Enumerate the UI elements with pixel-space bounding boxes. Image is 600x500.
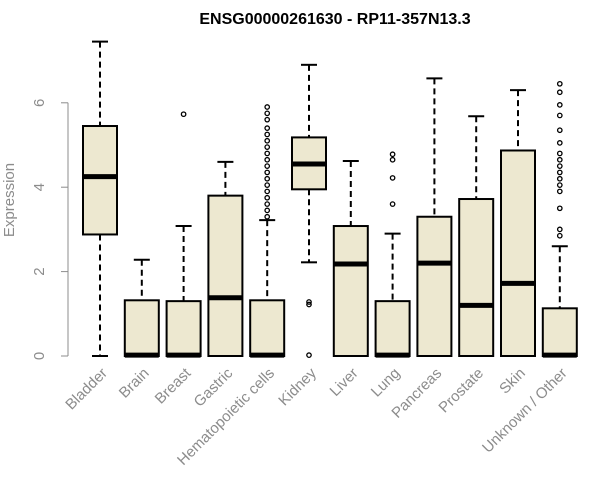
- box-kidney: [291, 63, 327, 359]
- x-tick-label: Prostate: [435, 365, 487, 417]
- outlier-point: [180, 111, 187, 118]
- box-skin: [500, 89, 536, 357]
- outlier-point: [264, 194, 271, 201]
- outlier-point: [264, 116, 271, 123]
- outlier-point: [556, 140, 563, 146]
- y-tick-label: 6: [31, 99, 48, 107]
- x-tick-label: Lung: [368, 365, 404, 401]
- y-axis: 0 2 4 6: [31, 99, 69, 360]
- outlier-point: [264, 175, 271, 182]
- box-iqr: [123, 299, 160, 357]
- y-tick-label: 4: [31, 183, 48, 191]
- outlier-point: [264, 110, 271, 117]
- outlier-point: [264, 169, 271, 176]
- outlier-point: [556, 89, 563, 96]
- box-lung: [374, 151, 411, 358]
- outlier-point: [264, 201, 271, 207]
- outlier-point: [556, 232, 563, 239]
- outlier-point: [264, 150, 271, 157]
- outlier-point: [264, 104, 271, 110]
- box-gastric: [207, 160, 244, 357]
- outlier-point: [556, 169, 563, 176]
- box-pancreas: [416, 77, 453, 357]
- chart-title: ENSG00000261630 - RP11-357N13.3: [199, 11, 470, 28]
- outlier-point: [264, 163, 271, 169]
- outlier-point: [306, 301, 312, 308]
- outlier-point: [556, 163, 563, 169]
- outlier-point: [264, 213, 271, 220]
- box-iqr: [416, 215, 453, 357]
- box-iqr: [500, 149, 536, 357]
- box-bladder: [82, 40, 118, 357]
- box-iqr: [374, 300, 411, 358]
- box-iqr: [249, 299, 286, 357]
- x-tick-label: Liver: [327, 365, 362, 400]
- box-breast: [165, 111, 202, 358]
- outlier-point: [264, 137, 271, 144]
- outlier-point: [556, 226, 563, 233]
- outlier-point: [389, 175, 396, 181]
- x-tick-label: Bladder: [62, 365, 111, 414]
- box-hematopoietic-cells: [249, 104, 286, 358]
- x-tick-label: Breast: [152, 364, 195, 407]
- box-iqr: [207, 194, 244, 357]
- outlier-point: [306, 352, 312, 359]
- box-iqr: [165, 300, 202, 358]
- outlier-point: [389, 156, 396, 163]
- box-liver: [332, 160, 369, 357]
- outlier-point: [556, 182, 563, 188]
- outlier-point: [264, 207, 271, 214]
- outlier-point: [556, 150, 563, 157]
- outlier-point: [556, 205, 563, 212]
- outlier-point: [556, 175, 563, 182]
- x-tick-label: Brain: [116, 365, 153, 402]
- outlier-point: [264, 182, 271, 188]
- x-tick-label: Kidney: [275, 364, 320, 409]
- box-unknown-other: [541, 80, 578, 358]
- outlier-point: [264, 144, 271, 150]
- box-iqr: [458, 198, 495, 357]
- y-axis-label: Expression: [1, 163, 18, 237]
- y-tick-label: 2: [31, 267, 48, 275]
- box-iqr: [82, 125, 118, 236]
- x-tick-label: Skin: [496, 365, 529, 398]
- outlier-point: [306, 299, 312, 305]
- box-iqr: [332, 225, 369, 357]
- outlier-point: [389, 151, 396, 158]
- outlier-point: [264, 188, 271, 195]
- outlier-point: [389, 201, 396, 207]
- outlier-point: [264, 156, 271, 163]
- outlier-point: [556, 102, 563, 108]
- box-series: [82, 40, 578, 359]
- outlier-point: [264, 131, 271, 138]
- box-brain: [123, 258, 160, 358]
- box-iqr: [541, 307, 578, 357]
- outlier-point: [556, 188, 563, 195]
- outlier-point: [264, 125, 271, 131]
- outlier-point: [556, 156, 563, 163]
- y-tick-label: 0: [31, 352, 48, 360]
- box-prostate: [458, 115, 495, 357]
- outlier-point: [556, 112, 563, 119]
- outlier-point: [556, 127, 563, 134]
- outlier-point: [556, 80, 563, 87]
